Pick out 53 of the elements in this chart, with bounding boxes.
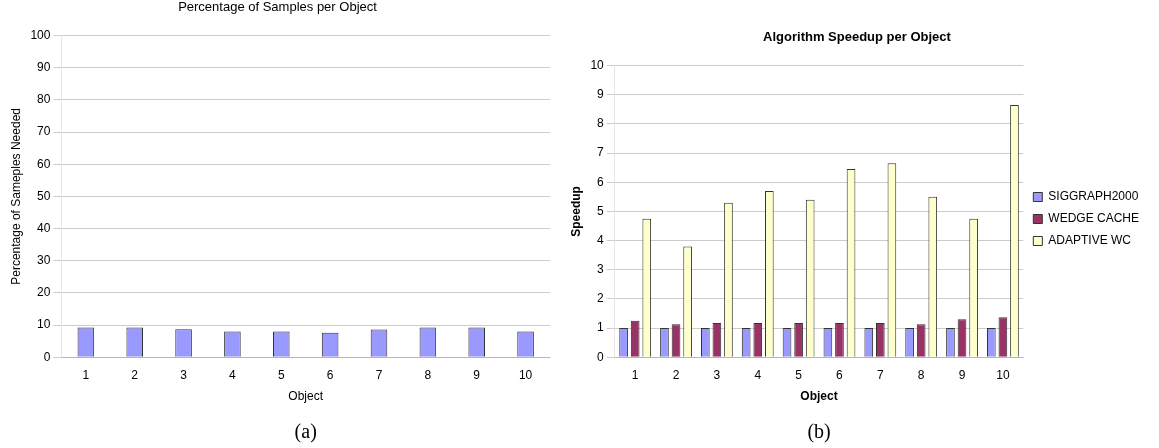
legend-label: SIGGRAPH2000: [1048, 189, 1139, 204]
legend-label: WEDGE CACHE: [1048, 211, 1140, 226]
y-tick-label: 9: [597, 87, 605, 102]
chart-title: Algorithm Speedup per Object: [763, 29, 952, 45]
x-axis-title: Object: [288, 389, 324, 404]
x-tick-label: 9: [958, 367, 966, 382]
y-tick-label: 30: [37, 253, 51, 268]
legend-label: ADAPTIVE WC: [1048, 233, 1132, 248]
y-tick-label: 0: [597, 349, 605, 364]
x-tick-label: 10: [518, 367, 533, 382]
x-tick-label: 8: [424, 367, 432, 382]
x-tick-label: 2: [672, 367, 680, 382]
y-tick-label: 70: [37, 124, 51, 139]
x-tick-label: 3: [713, 367, 721, 382]
x-tick-label: 1: [631, 367, 639, 382]
x-tick-label: 8: [917, 367, 925, 382]
y-tick-label: 8: [597, 116, 605, 131]
y-tick-label: 10: [37, 317, 51, 332]
y-tick-label: 4: [597, 232, 605, 247]
y-tick-label: 3: [597, 262, 605, 277]
y-tick-label: 7: [597, 145, 605, 160]
x-tick-label: 5: [795, 367, 803, 382]
x-tick-label: 2: [131, 367, 139, 382]
chart-title: Percentage of Samples per Object: [178, 0, 378, 15]
y-tick-label: 1: [597, 320, 605, 335]
y-tick-label: 80: [37, 92, 51, 107]
y-tick-label: 0: [43, 349, 51, 364]
x-tick-label: 7: [876, 367, 884, 382]
text: (a): [294, 420, 317, 443]
x-tick-label: 5: [277, 367, 285, 382]
x-tick-label: 4: [229, 367, 237, 382]
x-tick-label: 10: [996, 367, 1010, 382]
x-axis-title: Object: [800, 389, 838, 404]
x-tick-label: 6: [326, 367, 334, 382]
y-tick-label: 20: [37, 285, 51, 300]
y-axis-title: Speedup: [568, 186, 583, 237]
y-tick-label: 5: [597, 203, 605, 218]
x-tick-label: 1: [82, 367, 90, 382]
y-tick-label: 50: [37, 188, 51, 203]
y-tick-label: 10: [590, 57, 605, 72]
y-axis-title: Percentage of Sameples Needed: [8, 108, 23, 285]
x-tick-label: 4: [754, 367, 762, 382]
y-tick-label: 40: [37, 220, 51, 235]
y-tick-label: 2: [597, 291, 605, 306]
x-tick-label: 9: [473, 367, 481, 382]
y-tick-label: 60: [37, 156, 51, 171]
y-tick-label: 6: [597, 174, 605, 189]
x-tick-label: 7: [375, 367, 383, 382]
x-tick-label: 6: [836, 367, 844, 382]
x-tick-label: 3: [180, 367, 188, 382]
y-tick-label: 100: [30, 27, 51, 42]
text: (b): [807, 420, 831, 443]
y-tick-label: 90: [37, 60, 51, 75]
